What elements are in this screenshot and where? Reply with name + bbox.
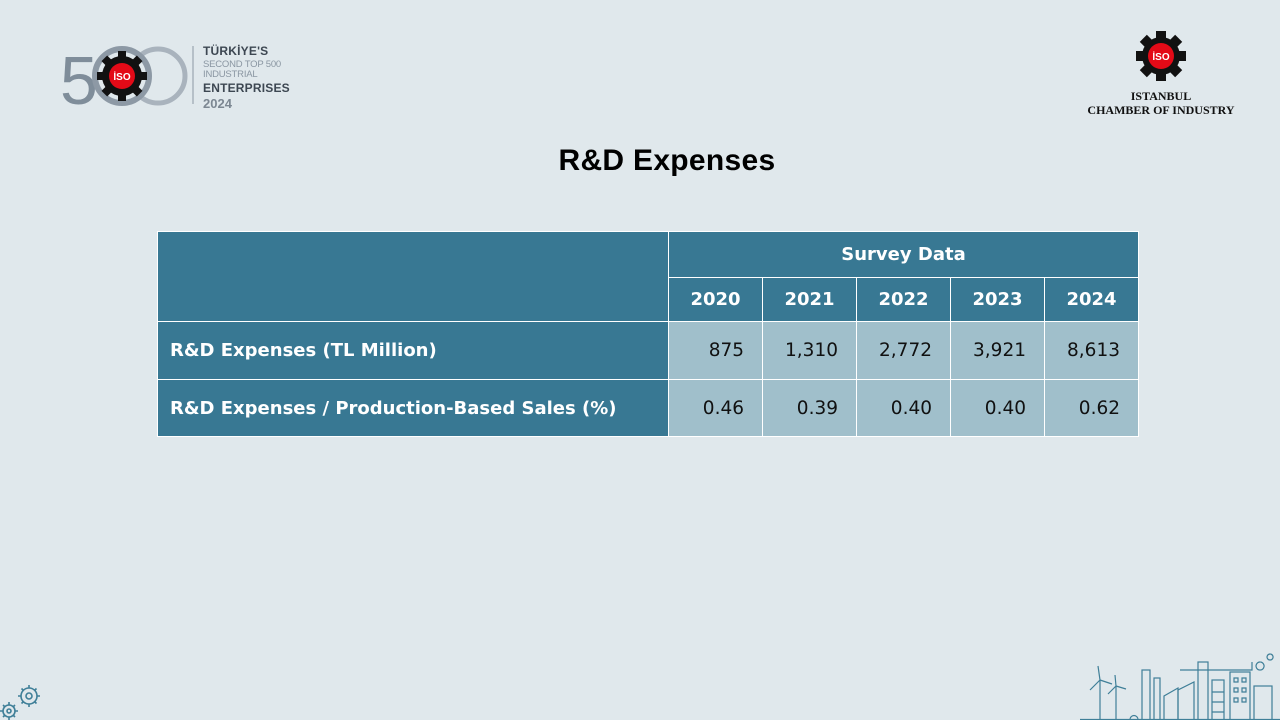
- row-label: R&D Expenses (TL Million): [157, 321, 669, 380]
- table-row: R&D Expenses (TL Million) 875 1,310 2,77…: [157, 321, 1139, 380]
- gear-logo-icon: İSO: [1136, 31, 1186, 81]
- year-header: 2024: [1044, 277, 1139, 322]
- svg-text:İSO: İSO: [113, 70, 130, 83]
- top500-logo-digits: 5 İSO: [60, 43, 194, 110]
- table-cell: 875: [668, 321, 763, 380]
- chamber-name-line1: ISTANBUL: [1130, 89, 1192, 103]
- table-cell: 0.62: [1044, 379, 1139, 437]
- year-header: 2023: [950, 277, 1045, 322]
- year-header: 2021: [762, 277, 857, 322]
- logo-line2: SECOND TOP 500 INDUSTRIAL: [203, 59, 281, 80]
- rd-expenses-table: Survey Data 2020 2021 2022 2023 2024 R&D…: [157, 231, 1139, 437]
- table-cell: 0.40: [950, 379, 1045, 437]
- year-header: 2022: [856, 277, 951, 322]
- row-label: R&D Expenses / Production-Based Sales (%…: [157, 379, 669, 437]
- chamber-name-line2: CHAMBER OF INDUSTRY: [1087, 103, 1235, 117]
- year-header: 2020: [668, 277, 763, 322]
- logo-year: 2024: [203, 96, 232, 111]
- svg-text:İSO: İSO: [1152, 50, 1169, 63]
- gear-logo-icon: İSO: [97, 51, 147, 101]
- istanbul-chamber-logo: İSO ISTANBUL CHAMBER OF INDUSTRY: [1075, 30, 1247, 117]
- survey-data-header: Survey Data: [668, 231, 1139, 278]
- table-cell: 0.40: [856, 379, 951, 437]
- top500-logo: 5 İSO TÜRKİYE'S SECOND TOP 500 INDUSTRIA…: [60, 42, 320, 110]
- page-title: R&D Expenses: [558, 144, 776, 177]
- logo-digit-5: 5: [60, 43, 98, 110]
- table-corner-cell: [157, 231, 669, 322]
- factory-skyline-illustration: [1080, 653, 1280, 720]
- logo-line1: TÜRKİYE'S: [203, 44, 269, 58]
- table-cell: 0.39: [762, 379, 857, 437]
- table-cell: 2,772: [856, 321, 951, 380]
- table-cell: 8,613: [1044, 321, 1139, 380]
- table-cell: 1,310: [762, 321, 857, 380]
- table-cell: 0.46: [668, 379, 763, 437]
- table-cell: 3,921: [950, 321, 1045, 380]
- logo-line3: ENTERPRISES: [203, 81, 290, 95]
- table-row: R&D Expenses / Production-Based Sales (%…: [157, 379, 1139, 437]
- gears-decoration-icon: [0, 685, 40, 720]
